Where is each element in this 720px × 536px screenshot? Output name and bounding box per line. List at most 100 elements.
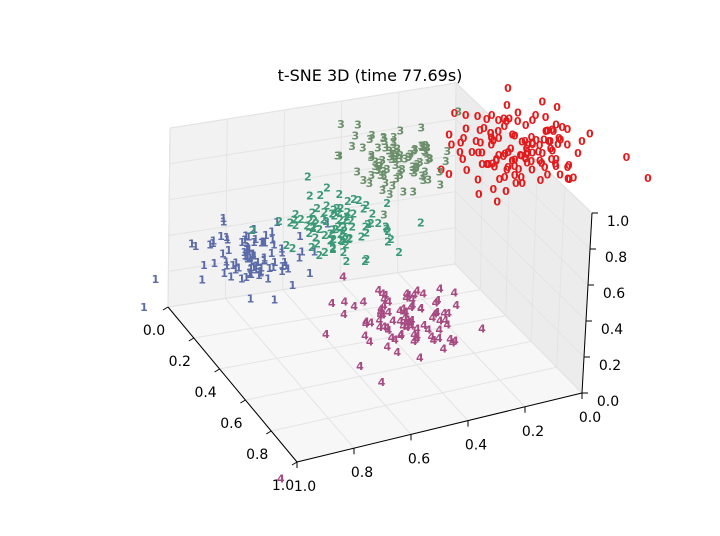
data-point: 3 [368, 169, 376, 182]
data-point: 4 [401, 312, 409, 325]
data-point: 1 [232, 257, 240, 270]
data-point: 1 [289, 279, 297, 292]
data-point: 2 [339, 235, 347, 248]
data-point: 1 [269, 233, 277, 246]
data-point: 2 [313, 202, 321, 215]
data-point: 4 [379, 288, 387, 301]
wall-grid-line [169, 82, 593, 214]
data-point: 3 [423, 142, 431, 155]
data-point: 0 [460, 132, 468, 145]
data-point: 1 [217, 230, 225, 243]
data-point: 0 [501, 148, 509, 161]
data-point: 0 [475, 147, 483, 160]
data-point: 2 [309, 222, 317, 235]
data-point: 3 [374, 164, 382, 177]
data-point: 1 [257, 267, 265, 280]
data-point: 4 [356, 360, 364, 373]
data-point: 3 [380, 169, 388, 182]
data-point: 1 [244, 241, 252, 254]
data-point: 4 [360, 296, 368, 309]
data-point: 3 [391, 153, 399, 166]
data-point: 1 [254, 256, 262, 269]
data-point: 3 [392, 173, 400, 186]
data-point: 0 [437, 164, 445, 177]
data-point: 0 [552, 153, 560, 166]
data-point: 4 [403, 288, 411, 301]
data-point: 1 [260, 253, 268, 266]
data-point: 2 [333, 202, 341, 215]
data-point: 1 [296, 230, 304, 243]
data-point: 0 [544, 168, 552, 181]
data-point: 4 [341, 296, 349, 309]
data-point: 3 [385, 144, 393, 157]
data-point: 1 [210, 257, 218, 270]
data-point: 3 [418, 141, 426, 154]
data-point: 0 [456, 146, 464, 159]
data-point: 1 [271, 294, 279, 307]
data-point: 0 [523, 148, 531, 161]
data-point: 4 [403, 314, 411, 327]
tick-label: 0.6 [220, 416, 242, 432]
data-point: 4 [435, 332, 443, 345]
data-point: 2 [369, 208, 377, 221]
data-point: 1 [270, 239, 278, 252]
data-point: 4 [429, 311, 437, 324]
data-point: 2 [335, 206, 343, 219]
data-point: 3 [353, 166, 361, 179]
data-point: 4 [408, 314, 416, 327]
data-point: 3 [382, 142, 390, 155]
data-point: 1 [227, 271, 235, 284]
data-point: 4 [478, 322, 486, 335]
data-point: 2 [387, 233, 395, 246]
data-point: 0 [523, 146, 531, 159]
tick-labels: 0.00.20.40.60.81.0 1.00.80.60.40.20.00.00… [143, 214, 629, 495]
data-point: 1 [250, 261, 258, 274]
data-point: 3 [335, 150, 343, 163]
data-point: 4 [380, 293, 388, 306]
data-point: 2 [306, 214, 314, 227]
data-point: 4 [410, 335, 418, 348]
data-point: 2 [342, 214, 350, 227]
data-point: 4 [377, 306, 385, 319]
data-point: 4 [367, 317, 375, 330]
data-point: 1 [295, 252, 303, 265]
chart-title: t-SNE 3D (time 77.69s) [278, 66, 463, 85]
data-point: 0 [528, 131, 536, 144]
data-point: 2 [322, 215, 330, 228]
data-point: 2 [339, 230, 347, 243]
data-point: 1 [282, 259, 290, 272]
data-point: 4 [362, 315, 370, 328]
data-point: 2 [297, 213, 305, 226]
data-point: 0 [517, 171, 525, 184]
data-point: 3 [401, 153, 409, 166]
data-point: 0 [501, 171, 509, 184]
left-wall-grid-line [339, 100, 343, 282]
data-point: 0 [491, 161, 499, 174]
data-point: 0 [564, 123, 572, 136]
data-point: 4 [440, 307, 448, 320]
data-point: 2 [336, 214, 344, 227]
vertical-axis [581, 212, 593, 394]
data-point: 1 [257, 262, 265, 275]
floor-grid-line [397, 272, 526, 408]
data-point: 0 [542, 125, 550, 138]
data-point: 0 [503, 99, 511, 112]
data-point: 0 [503, 115, 511, 128]
data-point: 0 [586, 128, 594, 141]
data-point: 3 [420, 174, 428, 187]
data-point: 2 [348, 220, 356, 233]
data-point: 2 [309, 221, 317, 234]
data-point: 0 [536, 154, 544, 167]
data-point: 3 [392, 159, 400, 172]
data-point: 3 [390, 136, 398, 149]
data-point: 1 [257, 265, 265, 278]
data-point: 4 [383, 322, 391, 335]
data-point: 4 [449, 337, 457, 350]
data-point: 4 [413, 322, 421, 335]
data-point: 2 [350, 193, 358, 206]
data-point: 4 [452, 299, 460, 312]
data-point: 2 [292, 219, 300, 232]
data-point: 0 [489, 183, 497, 196]
data-point: 3 [410, 145, 418, 158]
data-point: 3 [410, 166, 418, 179]
